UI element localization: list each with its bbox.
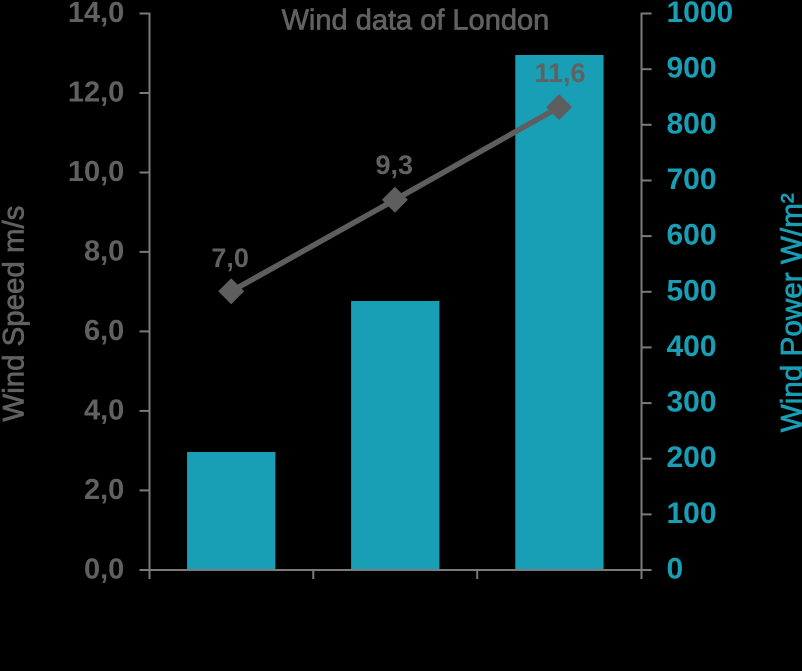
svg-text:4,0: 4,0	[84, 394, 124, 426]
svg-text:700: 700	[667, 163, 717, 196]
svg-text:Wind Power W/m²: Wind Power W/m²	[775, 193, 802, 432]
svg-text:800: 800	[667, 107, 717, 140]
svg-text:300: 300	[667, 386, 717, 419]
svg-text:0: 0	[667, 553, 684, 586]
svg-text:Wind data of London: Wind data of London	[282, 5, 550, 37]
svg-text:6,0: 6,0	[84, 315, 124, 347]
svg-text:9,3: 9,3	[376, 150, 414, 180]
svg-text:400: 400	[667, 330, 717, 363]
svg-text:Wind Speed m/s: Wind Speed m/s	[0, 206, 31, 422]
svg-text:500: 500	[667, 274, 717, 307]
svg-text:11,6: 11,6	[534, 58, 585, 88]
svg-text:200: 200	[667, 441, 717, 474]
svg-text:7,0: 7,0	[211, 243, 249, 273]
svg-text:14,0: 14,0	[68, 0, 124, 29]
svg-text:12,0: 12,0	[68, 77, 124, 109]
svg-text:600: 600	[667, 219, 717, 252]
svg-text:10,0: 10,0	[68, 156, 124, 188]
svg-text:8,0: 8,0	[84, 235, 124, 267]
svg-text:100: 100	[667, 497, 717, 530]
svg-text:1000: 1000	[667, 0, 734, 29]
svg-text:0,0: 0,0	[84, 553, 124, 585]
svg-text:900: 900	[667, 52, 717, 85]
svg-text:2,0: 2,0	[84, 474, 124, 506]
